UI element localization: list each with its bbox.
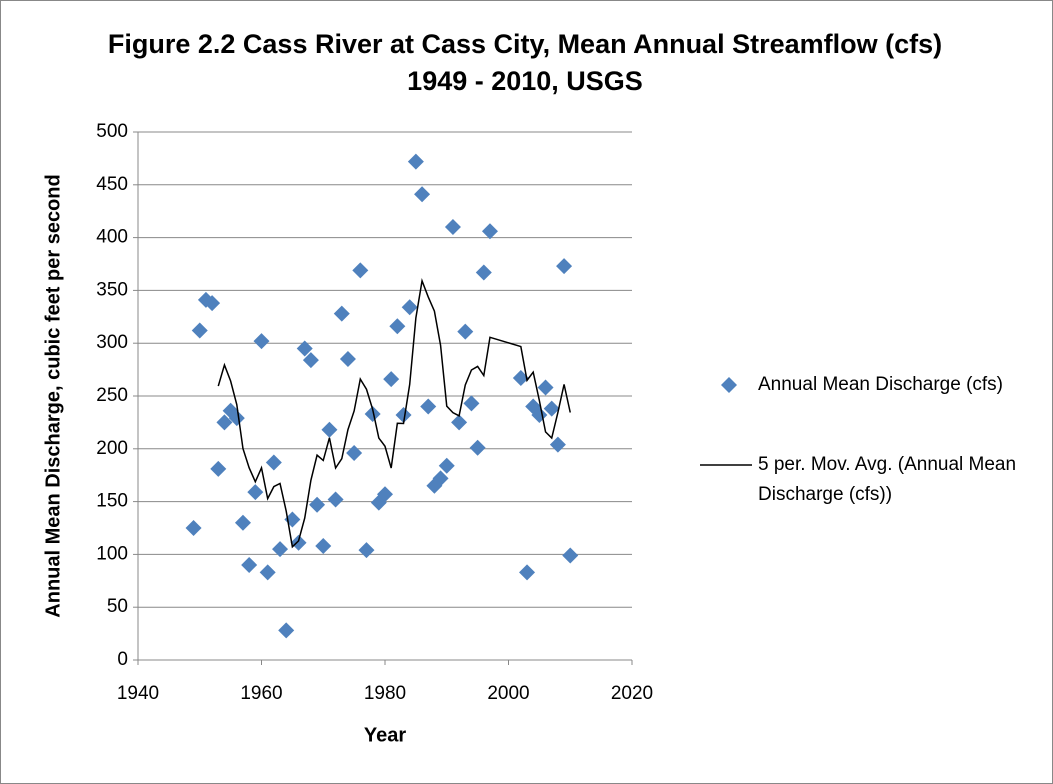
y-tick-label: 500	[96, 121, 128, 142]
data-point	[395, 407, 412, 424]
y-tick-label: 250	[96, 385, 128, 406]
data-point	[420, 398, 437, 415]
legend-label: Annual Mean Discharge (cfs)	[758, 374, 1003, 395]
data-point	[432, 470, 449, 487]
data-point	[333, 305, 350, 322]
data-point	[234, 514, 251, 531]
data-point	[315, 537, 332, 554]
data-point	[278, 622, 295, 639]
y-tick-label: 350	[96, 279, 128, 300]
legend-label: 5 per. Mov. Avg. (Annual Mean Discharge …	[758, 454, 1017, 505]
data-point	[451, 414, 468, 431]
x-tick-label: 1960	[240, 683, 282, 704]
data-point	[321, 421, 338, 438]
data-point	[383, 371, 400, 388]
data-point	[481, 223, 498, 240]
data-point	[556, 258, 573, 275]
data-point	[401, 299, 418, 316]
moving-average-line	[217, 278, 571, 549]
data-point	[259, 564, 276, 581]
x-tick-label: 2000	[487, 683, 529, 704]
data-point	[537, 379, 554, 396]
x-tick-label: 1980	[364, 683, 406, 704]
data-point	[241, 556, 258, 573]
chart-title: Figure 2.2 Cass River at Cass City, Mean…	[107, 29, 943, 96]
x-axis-label: Year	[364, 724, 406, 746]
y-axis-label: Annual Mean Discharge, cubic feet per se…	[42, 174, 64, 617]
data-point	[210, 460, 227, 477]
data-point	[191, 322, 208, 339]
data-point	[469, 439, 486, 456]
data-point	[185, 520, 202, 536]
data-point	[352, 262, 369, 279]
data-point	[475, 264, 492, 281]
data-point	[265, 454, 282, 471]
y-tick-label: 0	[117, 649, 128, 670]
data-point	[216, 414, 233, 431]
x-tick-label: 1940	[117, 683, 159, 704]
y-tick-label: 300	[96, 332, 128, 353]
data-point	[290, 534, 307, 551]
data-point	[228, 410, 245, 427]
x-tick-label: 2020	[611, 683, 653, 704]
data-point	[327, 491, 344, 508]
data-point	[247, 484, 264, 501]
y-tick-label: 400	[96, 227, 128, 248]
data-point	[364, 405, 381, 422]
data-point	[414, 186, 431, 203]
data-point	[358, 542, 375, 559]
data-point	[438, 457, 455, 474]
data-point	[407, 153, 424, 170]
y-tick-label: 100	[96, 543, 128, 564]
data-point	[389, 318, 406, 335]
data-point	[309, 496, 326, 513]
data-point	[296, 340, 313, 357]
data-point	[543, 400, 560, 417]
data-point	[377, 486, 393, 503]
data-point	[457, 323, 474, 340]
data-point	[549, 436, 566, 453]
y-tick-label: 50	[107, 596, 128, 617]
y-tick-label: 450	[96, 174, 128, 195]
y-tick-label: 150	[96, 491, 128, 512]
data-point	[253, 333, 270, 350]
legend-marker	[721, 377, 737, 393]
data-point	[444, 219, 461, 236]
data-point	[346, 445, 363, 462]
data-point	[463, 395, 480, 412]
data-point	[339, 351, 356, 368]
data-point	[519, 564, 536, 581]
data-point	[302, 352, 319, 369]
data-point	[512, 370, 529, 387]
data-point	[204, 295, 221, 312]
data-point	[562, 547, 579, 564]
data-point	[272, 541, 289, 558]
y-tick-label: 200	[96, 438, 128, 459]
